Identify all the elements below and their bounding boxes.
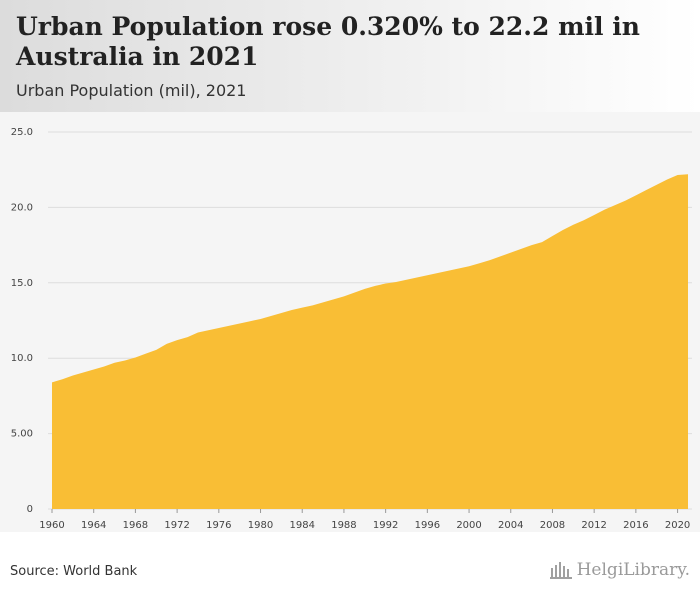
chart-title: Urban Population rose 0.320% to 22.2 mil… xyxy=(16,12,640,71)
x-tick-label-12: 2008 xyxy=(540,520,565,531)
header-band: Urban Population rose 0.320% to 22.2 mil… xyxy=(0,0,700,112)
x-tick-label-2: 1968 xyxy=(123,520,148,531)
x-tick-label-4: 1976 xyxy=(206,520,231,531)
x-tick-label-0: 1960 xyxy=(39,520,64,531)
x-tick-label-10: 2000 xyxy=(456,520,481,531)
y-tick-label-1: 5.00 xyxy=(11,429,33,440)
x-tick-label-15: 2020 xyxy=(665,520,690,531)
source-note: Source: World Bank xyxy=(10,564,138,579)
x-tick-label-6: 1984 xyxy=(290,520,315,531)
x-tick-label-1: 1964 xyxy=(81,520,106,531)
y-tick-label-3: 15.0 xyxy=(11,278,33,289)
x-tick-label-13: 2012 xyxy=(581,520,606,531)
y-tick-label-4: 20.0 xyxy=(11,202,33,213)
y-tick-label-0: 0 xyxy=(27,504,33,515)
x-tick-label-8: 1992 xyxy=(373,520,398,531)
x-axis-ticks: 1960 1964 1968 1972 1976 1980 1984 1988 1992 1996… xyxy=(39,509,690,531)
series-area-path xyxy=(52,174,688,509)
x-tick-label-5: 1980 xyxy=(248,520,273,531)
y-axis-ticks: 0 5.00 10.0 15.0 20.0 25.0 xyxy=(11,127,33,515)
x-tick-label-3: 1972 xyxy=(164,520,189,531)
series-area xyxy=(52,174,688,509)
y-tick-label-5: 25.0 xyxy=(11,127,33,138)
x-tick-label-9: 1996 xyxy=(415,520,440,531)
x-tick-label-7: 1988 xyxy=(331,520,356,531)
library-building-icon xyxy=(549,562,572,579)
x-tick-label-14: 2016 xyxy=(623,520,648,531)
y-tick-label-2: 10.0 xyxy=(11,353,33,364)
brand-name: HelgiLibrary. xyxy=(576,560,690,580)
brand-logo: HelgiLibrary. xyxy=(549,560,690,580)
x-tick-label-11: 2004 xyxy=(498,520,523,531)
chart-subtitle: Urban Population (mil), 2021 xyxy=(16,81,247,100)
